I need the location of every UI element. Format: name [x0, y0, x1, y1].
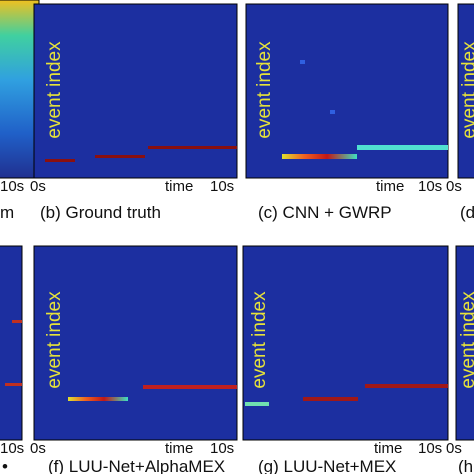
tick: 0s	[30, 440, 46, 457]
tick: 10s	[418, 178, 442, 195]
panel-f: event index 0s time 10s (f) LUU-Net+Alph…	[30, 245, 238, 474]
tick: 0s	[30, 178, 46, 195]
x-label: time	[374, 440, 402, 457]
y-label: event index	[254, 41, 275, 139]
caption: •	[2, 457, 8, 474]
y-label: event index	[44, 291, 65, 389]
x-label: time	[376, 178, 404, 195]
tick: 10s	[418, 440, 442, 457]
tick: 10s	[210, 178, 234, 195]
panel-e: 10s •	[0, 245, 24, 474]
tick: 10s	[0, 440, 24, 457]
y-label: event index	[249, 291, 270, 389]
tick: 10s	[210, 440, 234, 457]
panel-g: event index time 10s (g) LUU-Net+MEX	[242, 245, 449, 474]
panel-c: event index time 10s (c) CNN + GWRP	[245, 3, 449, 222]
y-label: event index	[44, 41, 65, 139]
tick: 0s	[446, 178, 462, 195]
caption: (h	[458, 457, 473, 474]
caption: (b) Ground truth	[40, 203, 161, 222]
x-label: time	[165, 178, 193, 195]
caption: (f) LUU-Net+AlphaMEX	[48, 457, 225, 474]
caption: m	[0, 203, 14, 222]
panel-a: 10s m	[0, 0, 40, 222]
caption: (c) CNN + GWRP	[258, 203, 392, 222]
tick: 0s	[446, 440, 462, 457]
y-label: event index	[458, 291, 474, 389]
caption: (g) LUU-Net+MEX	[258, 457, 396, 474]
y-label: event index	[459, 41, 474, 139]
panel-b: event index 0s time 10s (b) Ground truth	[30, 3, 238, 222]
x-label: time	[165, 440, 193, 457]
tick: 10s	[0, 178, 24, 195]
caption: (d	[460, 203, 474, 222]
panel-d: event index 0s (d	[446, 3, 474, 222]
panel-h: event index 0s (h	[446, 245, 474, 474]
